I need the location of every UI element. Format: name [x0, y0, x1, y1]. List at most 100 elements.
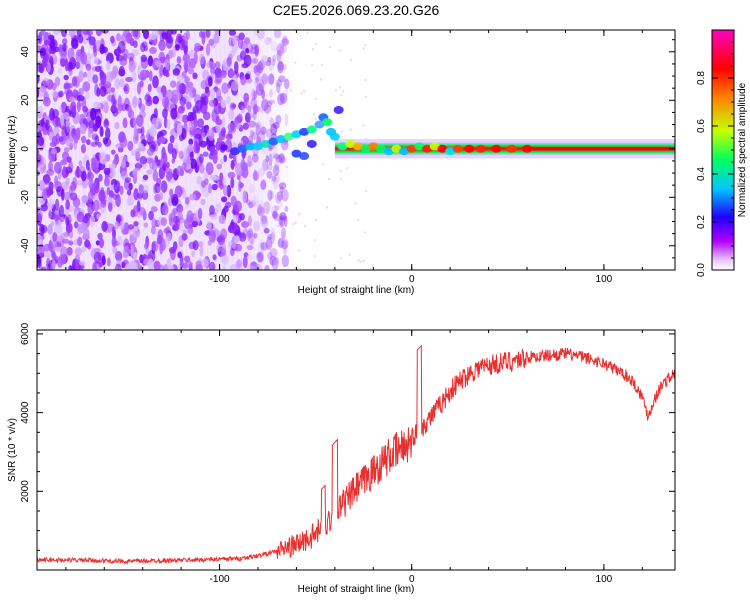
noise-speckle: [272, 121, 280, 129]
noise-speckle: [338, 86, 341, 89]
noise-speckle: [246, 160, 254, 167]
noise-speckle: [164, 168, 173, 174]
noise-speckle: [171, 148, 177, 160]
carrier-blob: [283, 132, 294, 141]
noise-speckle: [199, 245, 204, 257]
noise-speckle: [158, 51, 166, 64]
y-tick-label: 4000: [20, 401, 31, 424]
noise-speckle: [177, 35, 183, 44]
noise-speckle: [315, 43, 318, 46]
noise-speckle: [74, 168, 83, 178]
noise-speckle: [273, 30, 282, 39]
noise-speckle: [143, 242, 149, 250]
carrier-blob: [383, 147, 394, 156]
noise-speckle: [63, 83, 70, 90]
noise-speckle: [169, 80, 177, 88]
noise-speckle: [279, 44, 287, 54]
noise-speckle: [130, 209, 136, 218]
noise-speckle: [258, 79, 265, 92]
noise-speckle: [146, 148, 155, 156]
noise-speckle: [250, 97, 258, 110]
noise-speckle: [298, 249, 301, 252]
noise-wash: [267, 30, 272, 270]
x-tick-label: -100: [210, 574, 230, 585]
noise-speckle: [211, 231, 216, 244]
noise-speckle: [165, 161, 170, 169]
noise-speckle: [214, 73, 223, 84]
noise-speckle: [263, 201, 271, 214]
noise-speckle: [85, 63, 92, 71]
noise-speckle: [201, 258, 209, 268]
noise-speckle: [106, 60, 111, 71]
noise-speckle: [75, 61, 81, 70]
noise-speckle: [247, 105, 252, 114]
noise-speckle: [248, 183, 255, 194]
noise-speckle: [279, 212, 287, 221]
noise-speckle: [98, 261, 104, 268]
colorbar-tick-label: 0.8: [696, 71, 707, 85]
noise-speckle: [82, 228, 90, 239]
noise-speckle: [203, 178, 209, 186]
noise-speckle: [263, 227, 269, 234]
noise-speckle: [78, 260, 86, 266]
snr-series-line: [37, 344, 675, 566]
noise-speckle: [206, 61, 214, 69]
noise-speckle: [43, 243, 50, 252]
noise-speckle: [128, 260, 136, 270]
noise-speckle: [54, 223, 63, 235]
noise-speckle: [172, 68, 181, 76]
noise-speckle: [71, 76, 77, 87]
noise-speckle: [148, 70, 153, 82]
carrier-blob: [391, 144, 402, 153]
noise-speckle: [37, 213, 43, 224]
noise-speckle: [238, 179, 242, 192]
noise-speckle: [54, 214, 59, 222]
noise-wash: [288, 30, 294, 270]
noise-speckle: [48, 39, 56, 47]
noise-speckle: [230, 159, 235, 170]
noise-speckle: [119, 185, 124, 196]
noise-speckle: [169, 135, 175, 144]
noise-speckle: [85, 139, 91, 146]
noise-speckle: [47, 224, 53, 235]
noise-speckle: [128, 224, 135, 230]
noise-speckle: [275, 79, 283, 88]
noise-speckle: [195, 260, 203, 270]
noise-speckle: [187, 68, 195, 75]
noise-speckle: [255, 122, 259, 129]
spectrogram-frame: [36, 29, 676, 271]
noise-speckle: [276, 224, 279, 227]
noise-speckle: [168, 246, 177, 254]
noise-speckle: [58, 135, 64, 143]
noise-speckle: [177, 105, 185, 114]
noise-speckle: [251, 195, 259, 205]
noise-speckle: [176, 80, 182, 93]
noise-speckle: [150, 226, 157, 235]
carrier-blob: [333, 106, 344, 114]
noise-speckle: [64, 124, 70, 137]
noise-speckle: [265, 236, 273, 250]
noise-speckle: [189, 150, 194, 161]
noise-speckle: [100, 72, 107, 85]
noise-speckle: [215, 122, 222, 133]
noise-speckle: [120, 159, 127, 169]
noise-speckle: [160, 153, 168, 165]
noise-speckle: [77, 223, 86, 234]
noise-speckle: [84, 91, 90, 100]
noise-speckle: [246, 199, 251, 206]
noise-speckle: [151, 240, 159, 252]
noise-speckle: [292, 223, 295, 226]
y-tick-label: 0: [20, 146, 31, 152]
noise-speckle: [216, 163, 222, 170]
noise-speckle: [65, 216, 70, 226]
noise-speckle: [181, 127, 187, 140]
noise-speckle: [133, 124, 138, 138]
noise-speckle: [111, 94, 116, 107]
noise-speckle: [68, 265, 73, 270]
noise-speckle: [281, 239, 289, 250]
carrier-blob: [406, 144, 417, 153]
noise-speckle: [125, 32, 133, 44]
noise-speckle: [275, 114, 282, 125]
noise-wash: [203, 30, 208, 270]
